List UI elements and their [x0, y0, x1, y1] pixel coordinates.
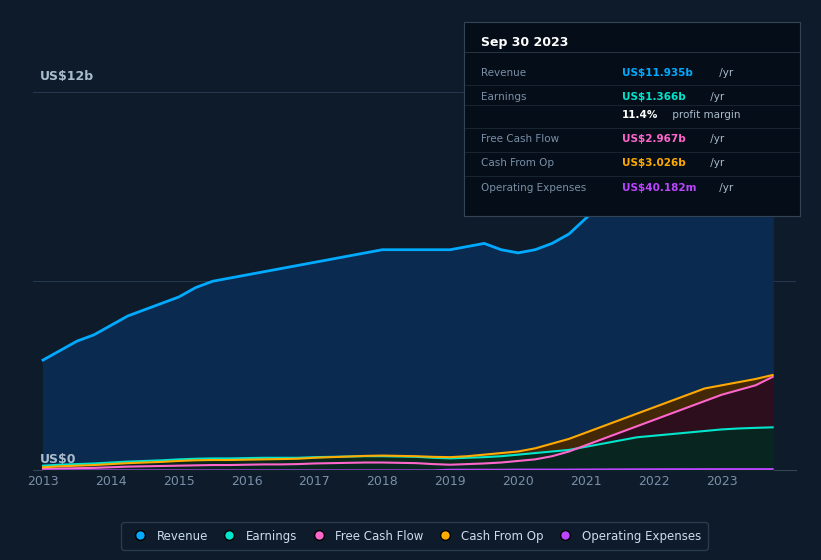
Text: Operating Expenses: Operating Expenses [481, 183, 586, 193]
Text: Revenue: Revenue [481, 68, 525, 78]
Legend: Revenue, Earnings, Free Cash Flow, Cash From Op, Operating Expenses: Revenue, Earnings, Free Cash Flow, Cash … [122, 522, 708, 549]
Text: Sep 30 2023: Sep 30 2023 [481, 36, 568, 49]
Text: US$3.026b: US$3.026b [622, 158, 686, 169]
Text: /yr: /yr [707, 92, 724, 102]
Text: 11.4%: 11.4% [622, 110, 658, 120]
Text: US$2.967b: US$2.967b [622, 134, 686, 144]
Text: Earnings: Earnings [481, 92, 526, 102]
Text: /yr: /yr [716, 183, 734, 193]
Text: US$12b: US$12b [39, 69, 94, 83]
Text: US$11.935b: US$11.935b [622, 68, 693, 78]
Text: US$40.182m: US$40.182m [622, 183, 696, 193]
Text: Free Cash Flow: Free Cash Flow [481, 134, 559, 144]
Text: /yr: /yr [707, 134, 724, 144]
Text: /yr: /yr [707, 158, 724, 169]
Text: Cash From Op: Cash From Op [481, 158, 553, 169]
Text: /yr: /yr [716, 68, 734, 78]
Text: US$0: US$0 [39, 452, 76, 466]
Text: profit margin: profit margin [669, 110, 741, 120]
Text: US$1.366b: US$1.366b [622, 92, 686, 102]
